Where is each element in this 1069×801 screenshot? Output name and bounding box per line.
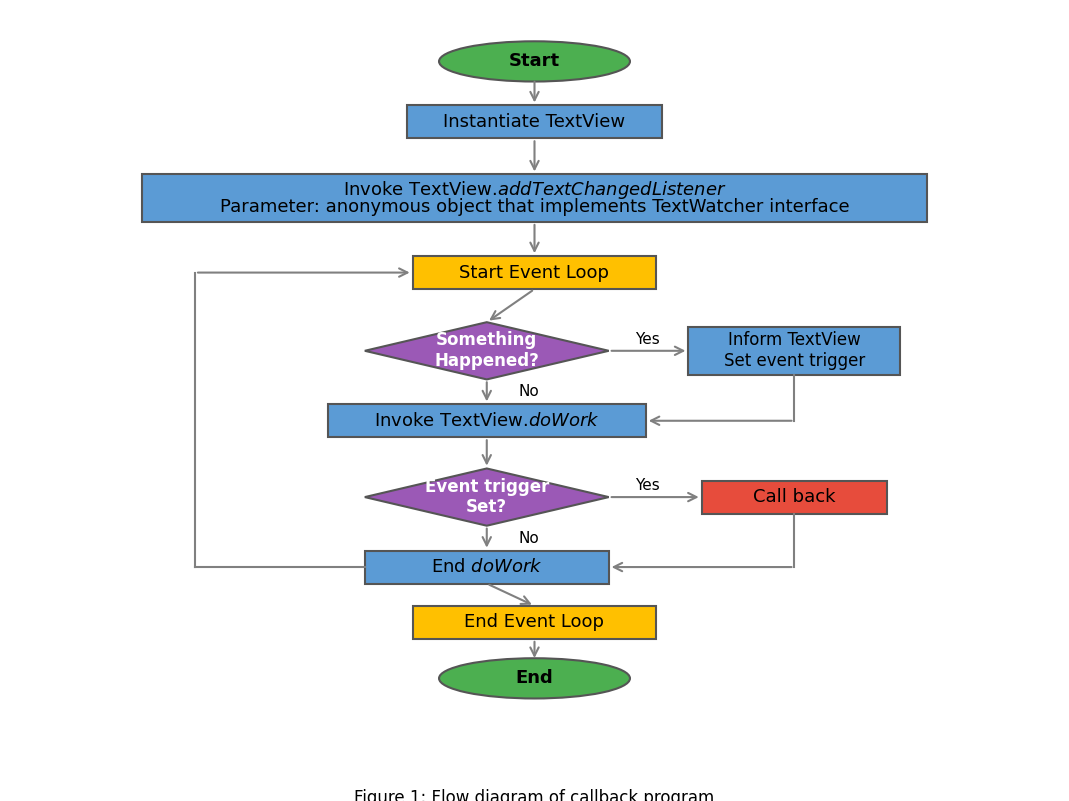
Ellipse shape: [439, 658, 630, 698]
Text: End $\it{doWork}$: End $\it{doWork}$: [431, 558, 543, 576]
Text: Call back: Call back: [754, 488, 836, 506]
Polygon shape: [365, 469, 608, 525]
Text: Parameter: anonymous object that implements TextWatcher interface: Parameter: anonymous object that impleme…: [220, 198, 849, 215]
Text: Invoke TextView.$\it{addTextChangedListener}$: Invoke TextView.$\it{addTextChangedListe…: [343, 179, 726, 200]
FancyBboxPatch shape: [413, 256, 656, 289]
Text: Instantiate TextView: Instantiate TextView: [444, 113, 625, 131]
FancyBboxPatch shape: [688, 327, 900, 375]
Text: Something
Happened?: Something Happened?: [434, 332, 539, 370]
FancyBboxPatch shape: [365, 550, 608, 584]
Text: Yes: Yes: [635, 332, 660, 347]
Text: Inform TextView
Set event trigger: Inform TextView Set event trigger: [724, 332, 865, 370]
FancyBboxPatch shape: [407, 105, 662, 139]
Text: Event trigger
Set?: Event trigger Set?: [424, 477, 549, 517]
Ellipse shape: [439, 42, 630, 82]
FancyBboxPatch shape: [413, 606, 656, 639]
Text: Figure 1: Flow diagram of callback program: Figure 1: Flow diagram of callback progr…: [355, 789, 714, 801]
Text: Start Event Loop: Start Event Loop: [460, 264, 609, 282]
Polygon shape: [365, 322, 608, 380]
Text: Invoke TextView.$\it{doWork}$: Invoke TextView.$\it{doWork}$: [374, 412, 600, 430]
FancyBboxPatch shape: [328, 405, 646, 437]
Text: No: No: [518, 530, 540, 545]
FancyBboxPatch shape: [142, 175, 927, 222]
Text: Start: Start: [509, 52, 560, 70]
Text: End Event Loop: End Event Loop: [465, 614, 604, 631]
Text: End: End: [515, 670, 554, 687]
Text: Yes: Yes: [635, 478, 660, 493]
Text: No: No: [518, 384, 540, 400]
FancyBboxPatch shape: [701, 481, 887, 513]
